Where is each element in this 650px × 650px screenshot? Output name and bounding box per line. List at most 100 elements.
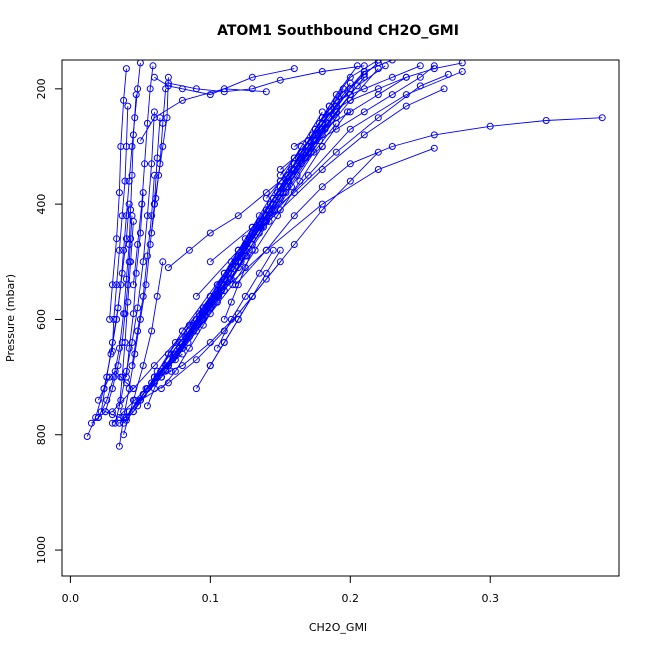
data-point xyxy=(122,235,130,243)
series-profile xyxy=(136,85,270,145)
data-point xyxy=(113,235,121,243)
data-point xyxy=(146,85,154,93)
series-profile xyxy=(148,85,170,237)
series-profile xyxy=(178,68,466,335)
data-point xyxy=(444,70,452,78)
data-point xyxy=(115,414,123,421)
series-profile xyxy=(318,60,466,122)
data-point xyxy=(234,246,242,254)
data-point xyxy=(124,298,132,306)
series-layer xyxy=(83,60,606,450)
series-line xyxy=(91,411,127,424)
data-point xyxy=(115,189,123,197)
x-tick-label: 0.1 xyxy=(202,592,220,605)
series-line xyxy=(131,175,155,366)
data-point xyxy=(101,408,109,416)
data-point xyxy=(142,385,150,393)
data-point xyxy=(346,85,354,93)
data-point xyxy=(148,379,156,387)
series-line xyxy=(146,284,225,407)
series-line xyxy=(235,117,603,286)
y-tick-label: 1000 xyxy=(35,536,48,564)
data-point xyxy=(108,281,116,289)
data-point xyxy=(195,310,203,318)
data-point xyxy=(262,189,270,197)
data-point xyxy=(115,344,123,352)
data-point xyxy=(164,264,172,272)
data-point xyxy=(542,117,550,124)
series-profile xyxy=(192,292,256,393)
series-line xyxy=(179,123,337,349)
data-point xyxy=(332,125,340,133)
data-point xyxy=(318,183,326,191)
data-point xyxy=(148,327,156,335)
data-point xyxy=(220,281,228,289)
x-axis-label: CH2O_GMI xyxy=(309,621,367,634)
x-axis: 0.0 0.1 0.2 0.3 xyxy=(62,575,499,605)
data-point xyxy=(148,229,156,237)
data-point xyxy=(318,125,326,133)
data-point xyxy=(150,73,158,81)
data-point xyxy=(234,212,242,220)
series-profile xyxy=(128,171,158,370)
data-point xyxy=(139,189,147,197)
y-tick-label: 800 xyxy=(35,424,48,445)
data-point xyxy=(129,281,137,289)
data-point xyxy=(318,68,326,75)
series-profile xyxy=(94,367,137,404)
data-point xyxy=(402,73,410,81)
data-point xyxy=(360,85,368,93)
data-point xyxy=(374,60,382,67)
data-point xyxy=(139,258,147,266)
data-point xyxy=(171,339,179,346)
data-point xyxy=(121,339,129,346)
data-point xyxy=(100,385,108,393)
series-profile xyxy=(129,62,157,289)
series-line xyxy=(265,77,365,199)
data-point xyxy=(120,431,128,439)
data-point xyxy=(139,362,147,370)
data-point xyxy=(122,416,130,424)
data-point xyxy=(124,102,132,110)
data-point xyxy=(199,321,207,329)
series-line xyxy=(209,147,435,303)
data-point xyxy=(374,114,382,122)
data-point xyxy=(241,264,249,272)
data-point xyxy=(132,269,140,277)
data-point xyxy=(192,292,200,300)
data-point xyxy=(388,143,396,150)
series-line xyxy=(161,255,246,389)
data-point xyxy=(115,442,123,450)
data-point xyxy=(206,229,214,237)
data-point xyxy=(163,114,171,122)
data-point xyxy=(213,298,221,306)
data-point xyxy=(192,85,200,93)
data-point xyxy=(353,82,361,90)
data-point xyxy=(360,108,368,116)
series-line xyxy=(294,76,407,147)
series-profile xyxy=(106,65,130,323)
data-point xyxy=(440,85,448,93)
data-point xyxy=(290,189,298,197)
data-point xyxy=(115,246,123,254)
series-line xyxy=(322,62,463,119)
series-line xyxy=(123,261,164,435)
x-tick-label: 0.0 xyxy=(62,592,80,605)
series-line xyxy=(125,192,144,378)
data-point xyxy=(132,91,140,99)
data-point xyxy=(360,131,368,139)
data-point xyxy=(192,385,200,393)
data-point xyxy=(136,60,144,67)
data-point xyxy=(416,73,424,81)
data-point xyxy=(114,304,122,312)
data-point xyxy=(360,62,368,70)
series-line xyxy=(118,117,161,447)
data-point xyxy=(129,131,137,139)
data-point xyxy=(150,114,158,122)
data-point xyxy=(106,315,114,323)
data-point xyxy=(120,96,128,104)
series-line xyxy=(151,88,167,234)
data-point xyxy=(262,246,270,254)
data-point xyxy=(486,122,494,130)
series-line xyxy=(97,94,137,418)
